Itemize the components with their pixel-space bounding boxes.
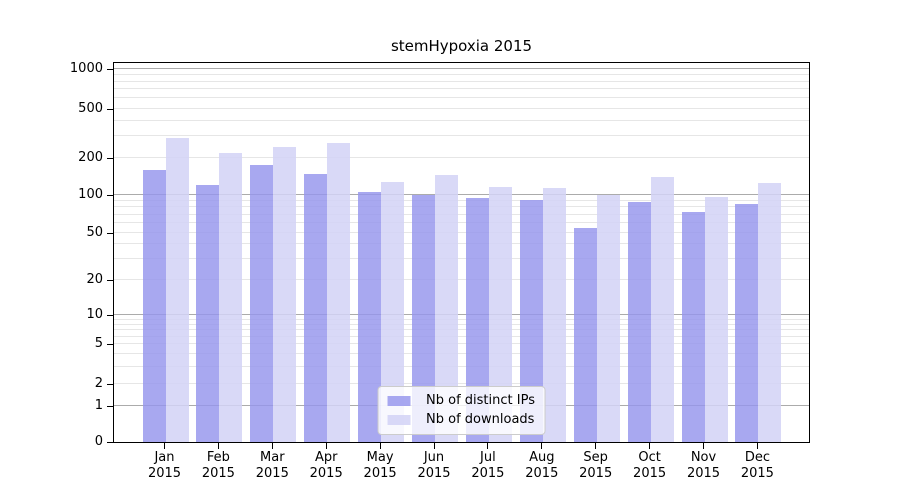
gridline-minor [114, 107, 809, 109]
x-tick-mark [541, 443, 543, 449]
gridline-minor [114, 383, 809, 385]
bar-downloads [704, 196, 728, 442]
x-tick-label: Dec 2015 [740, 450, 774, 481]
bar-downloads [650, 177, 674, 442]
bar-distinct-ips [519, 199, 543, 442]
bar-distinct-ips [142, 169, 166, 442]
gridline-minor [114, 199, 809, 201]
y-tick-label: 1000 [69, 61, 103, 76]
gridline-minor [114, 206, 809, 208]
y-tick-label: 0 [94, 434, 103, 449]
gridline-minor [114, 74, 809, 76]
bar-distinct-ips [681, 211, 705, 442]
gridline-major [114, 194, 809, 196]
y-tick-label: 2 [94, 376, 103, 392]
y-tick-label: 1 [94, 398, 103, 413]
gridline-minor [114, 329, 809, 331]
x-tick-label: May 2015 [363, 450, 397, 481]
x-tick-mark [217, 443, 219, 449]
gridline-minor [114, 365, 809, 367]
bar-distinct-ips [735, 204, 759, 442]
x-tick-mark [271, 443, 273, 449]
x-tick-label: Oct 2015 [633, 450, 667, 481]
x-tick-label: Apr 2015 [309, 450, 343, 481]
x-tick-label: Sep 2015 [579, 450, 613, 481]
legend-label-distinct-ips: Nb of distinct IPs [426, 393, 535, 408]
chart-title: stemHypoxia 2015 [390, 37, 533, 55]
bar-distinct-ips [465, 197, 489, 442]
bar-distinct-ips [412, 195, 435, 442]
x-tick-mark [595, 443, 597, 449]
gridline-minor [114, 231, 809, 233]
gridline-minor [114, 343, 809, 345]
x-tick-mark [703, 443, 704, 449]
bar-distinct-ips [627, 202, 651, 442]
y-tick-label: 100 [78, 187, 103, 203]
grid-layer [114, 63, 809, 442]
bars-layer [114, 63, 809, 442]
x-tick-mark [433, 443, 435, 449]
bar-downloads [165, 138, 189, 442]
bar-downloads [758, 183, 782, 442]
gridline-minor [114, 258, 809, 260]
bar-distinct-ips [358, 192, 382, 442]
gridline-minor [114, 80, 809, 82]
x-tick-label: Jan 2015 [147, 450, 182, 481]
x-tick-mark [487, 443, 489, 449]
y-tick-label: 500 [78, 100, 103, 116]
x-tick-mark [379, 443, 381, 449]
gridline-minor [114, 221, 809, 223]
legend-label-downloads: Nb of downloads [426, 412, 535, 427]
bar-distinct-ips [304, 174, 328, 442]
gridline-minor [114, 323, 809, 325]
y-tick-label: 20 [86, 272, 103, 288]
bar-downloads [381, 181, 405, 442]
gridline-major [114, 68, 809, 69]
legend-swatch-downloads [387, 414, 411, 425]
bar-distinct-ips [250, 164, 274, 442]
x-tick-label: Aug 2015 [525, 450, 559, 481]
gridline-minor [114, 134, 809, 136]
gridline-minor [114, 279, 809, 281]
x-tick-label: Mar 2015 [255, 450, 289, 481]
gridline-minor [114, 119, 809, 121]
gridline-minor [114, 156, 809, 158]
x-tick-mark [756, 443, 758, 449]
gridline-minor [114, 88, 809, 90]
gridline-minor [114, 353, 809, 355]
x-tick-label: Nov 2015 [686, 450, 721, 481]
gridline-minor [114, 213, 809, 215]
y-tick-label: 50 [86, 224, 103, 240]
gridline-minor [114, 335, 809, 337]
x-tick-label: Jun 2015 [417, 450, 451, 481]
bar-distinct-ips [573, 227, 597, 442]
bar-downloads [542, 188, 566, 442]
bar-downloads [219, 153, 243, 442]
y-tick-label: 200 [78, 149, 103, 165]
plot-area: Nb of distinct IPs Nb of downloads [113, 62, 810, 443]
bar-downloads [435, 174, 458, 442]
x-tick-mark [164, 443, 165, 449]
legend-item-downloads: Nb of downloads [387, 410, 535, 429]
legend-item-distinct-ips: Nb of distinct IPs [387, 391, 535, 410]
bar-downloads [273, 146, 297, 442]
gridline-major [114, 314, 809, 316]
legend: Nb of distinct IPs Nb of downloads [377, 386, 546, 435]
bar-downloads [596, 195, 620, 442]
bar-distinct-ips [196, 185, 220, 442]
x-tick-mark [649, 443, 651, 449]
legend-swatch-distinct-ips [387, 395, 411, 406]
gridline-minor [114, 243, 809, 245]
y-tick-label: 5 [94, 336, 103, 352]
bar-downloads [488, 187, 512, 442]
x-tick-label: Feb 2015 [201, 450, 235, 481]
x-tick-mark [325, 443, 327, 449]
x-tick-label: Jul 2015 [471, 450, 505, 481]
y-tick-label: 10 [86, 307, 103, 323]
gridline-minor [114, 318, 809, 320]
gridline-minor [114, 97, 809, 99]
bar-downloads [327, 143, 351, 442]
